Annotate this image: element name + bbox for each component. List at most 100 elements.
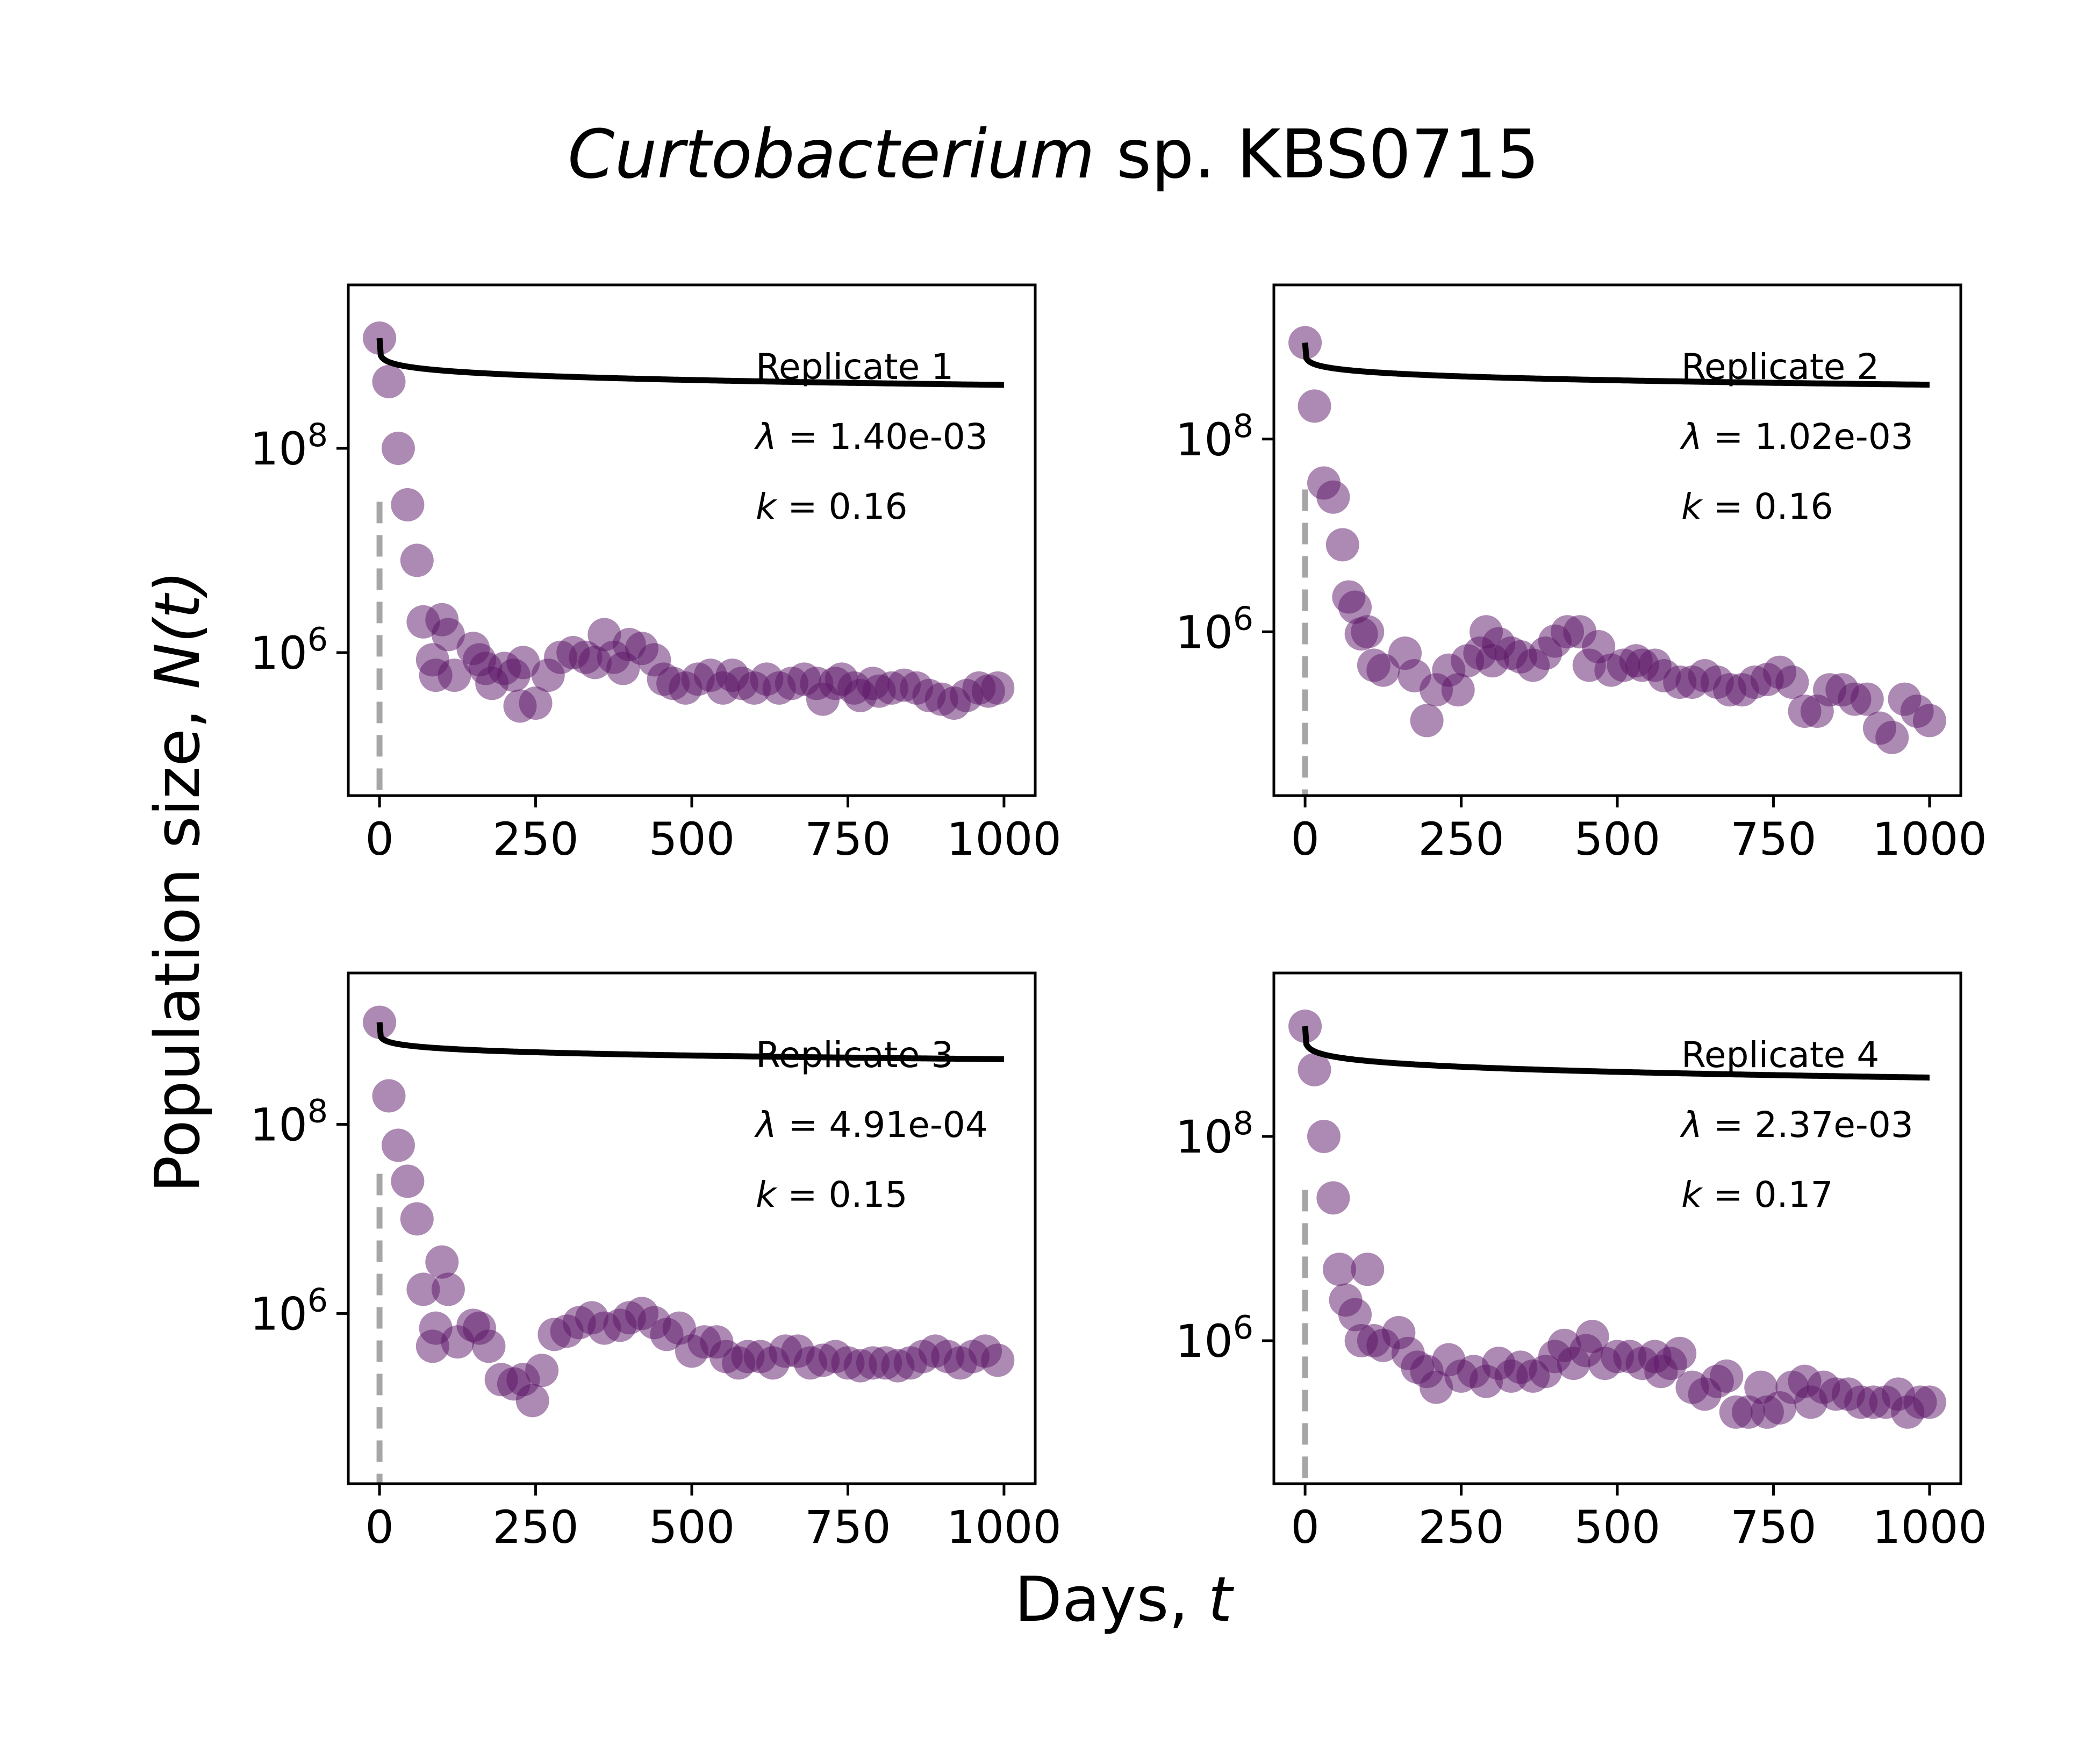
y-tick-base: 10: [1176, 1315, 1233, 1368]
x-tick-label: 1000: [1872, 1501, 1987, 1554]
data-point: [506, 646, 540, 679]
x-tick-label: 750: [805, 1501, 891, 1554]
data-point: [391, 1164, 425, 1198]
fit-line: [376, 1022, 1004, 1062]
data-point: [1351, 615, 1385, 649]
y-axis-label: Population size, N(t): [142, 570, 214, 1193]
data-point: [406, 1272, 440, 1306]
data-point: [1575, 1320, 1609, 1354]
y-tick-exponent: 8: [1233, 1105, 1253, 1142]
data-point: [400, 1202, 434, 1236]
lambda-symbol: λ: [1680, 1104, 1702, 1146]
k-annotation: k = 0.15: [756, 1174, 907, 1215]
x-tick-label: 750: [805, 813, 891, 865]
x-tick-label: 500: [1574, 1501, 1660, 1554]
fit-line: [1302, 342, 1930, 388]
y-tick-label: 106: [250, 1282, 328, 1340]
lambda-symbol: λ: [1680, 416, 1702, 457]
data-point: [381, 432, 415, 465]
x-tick-label: 1000: [1872, 813, 1987, 865]
data-point: [1316, 480, 1350, 514]
data-point: [1298, 1053, 1331, 1086]
fit-line: [1302, 1026, 1930, 1081]
data-point: [431, 1272, 465, 1306]
y-tick-label: 108: [250, 417, 328, 475]
y-tick-label: 108: [1176, 407, 1253, 466]
replicate-label: Replicate 2: [1681, 346, 1879, 388]
data-point: [1775, 666, 1809, 699]
data-point: [1351, 1253, 1385, 1286]
data-point: [472, 1329, 506, 1363]
lambda-value: = 1.40e-03: [777, 416, 988, 457]
x-tick-label: 750: [1730, 813, 1816, 865]
data-point: [1288, 1009, 1322, 1043]
data-point: [1338, 590, 1372, 624]
data-point: [431, 618, 465, 652]
x-axis-label-var: t: [1208, 1564, 1235, 1636]
data-point: [1912, 1385, 1946, 1419]
y-tick-label: 108: [1176, 1105, 1253, 1163]
y-tick-base: 10: [250, 1098, 307, 1151]
data-point: [1338, 1298, 1372, 1332]
y-tick-exponent: 6: [1233, 600, 1253, 638]
y-tick-label: 108: [250, 1092, 328, 1151]
lambda-symbol: λ: [754, 1104, 777, 1146]
x-tick-label: 500: [649, 1501, 735, 1554]
k-symbol: k: [1681, 486, 1703, 527]
k-symbol: k: [756, 1174, 778, 1215]
y-tick-base: 10: [1176, 606, 1233, 659]
y-tick-exponent: 6: [1233, 1309, 1253, 1347]
data-point: [981, 671, 1015, 705]
data-point: [981, 1343, 1015, 1377]
k-value: = 0.16: [776, 486, 907, 527]
lambda-value: = 2.37e-03: [1702, 1104, 1913, 1146]
y-tick-base: 10: [1176, 413, 1233, 466]
x-tick-label: 1000: [947, 1501, 1062, 1554]
data-point: [1850, 682, 1884, 716]
data-point: [525, 1354, 559, 1387]
y-tick-base: 10: [1176, 1111, 1233, 1163]
data-point: [372, 1079, 406, 1113]
lambda-annotation: λ = 4.91e-04: [754, 1104, 988, 1146]
data-point: [425, 1245, 459, 1279]
x-tick-label: 500: [1574, 813, 1660, 865]
fit-line: [376, 338, 1004, 388]
y-tick-label: 106: [1176, 1309, 1253, 1368]
x-tick-label: 750: [1730, 1501, 1816, 1554]
figure-title: Curtobacterium sp. KBS0715: [568, 116, 1539, 194]
data-point: [1875, 720, 1909, 754]
y-tick-label: 106: [1176, 600, 1253, 659]
data-point: [1912, 704, 1946, 738]
data-point: [1710, 1359, 1744, 1393]
k-symbol: k: [1681, 1174, 1703, 1215]
data-point: [515, 1384, 549, 1418]
y-tick-exponent: 8: [307, 1092, 328, 1130]
x-tick-label: 0: [365, 813, 393, 865]
y-axis-label-var: N(t): [142, 570, 214, 689]
y-tick-label: 106: [250, 621, 328, 679]
data-point: [1322, 1253, 1356, 1286]
lambda-symbol: λ: [754, 416, 777, 457]
replicate-label: Replicate 1: [756, 346, 954, 388]
x-tick-label: 1000: [947, 813, 1062, 865]
x-tick-label: 250: [492, 1501, 578, 1554]
x-axis-label: Days, t: [1014, 1564, 1234, 1636]
lambda-annotation: λ = 2.37e-03: [1680, 1104, 1913, 1146]
x-tick-label: 0: [365, 1501, 393, 1554]
data-point: [363, 321, 397, 355]
lambda-annotation: λ = 1.02e-03: [1680, 416, 1913, 457]
x-axis-label-text: Days,: [1014, 1564, 1208, 1636]
data-point: [400, 543, 434, 577]
data-point: [381, 1128, 415, 1162]
lambda-value: = 1.02e-03: [1702, 416, 1913, 457]
x-tick-label: 250: [1418, 813, 1504, 865]
k-symbol: k: [756, 486, 778, 527]
data-point: [1441, 673, 1475, 707]
k-annotation: k = 0.16: [756, 486, 907, 527]
data-points: [363, 1005, 1015, 1418]
k-value: = 0.17: [1702, 1174, 1833, 1215]
